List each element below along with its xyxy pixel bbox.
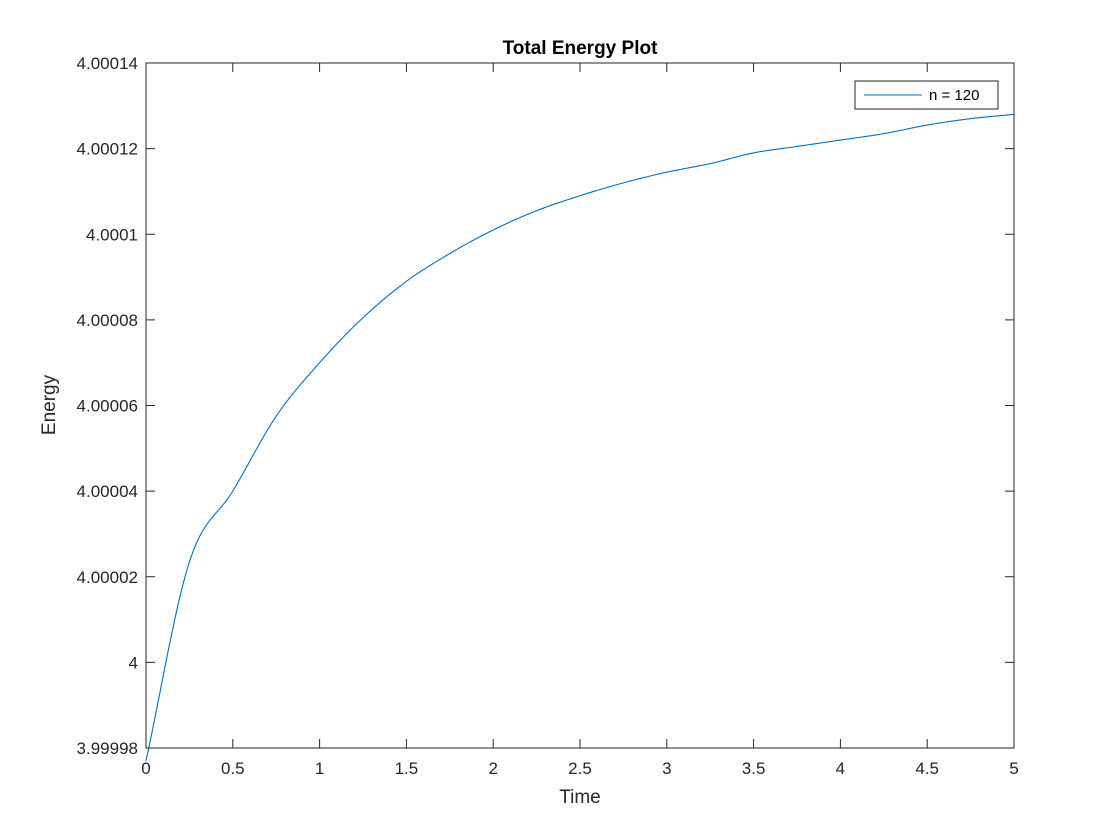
series-line [145, 113, 1015, 761]
x-tick-label: 4.5 [915, 759, 939, 778]
y-tick-label: 4.00002 [77, 568, 138, 587]
x-axis-label: Time [559, 787, 601, 808]
x-tick-label: 2 [488, 759, 497, 778]
legend: n = 120 [854, 80, 999, 110]
x-tick-label: 0.5 [221, 759, 245, 778]
y-tick-label: 4.00004 [77, 482, 138, 501]
legend-label: n = 120 [929, 87, 979, 104]
y-tick-label: 4 [129, 653, 138, 672]
y-tick-label: 4.00008 [77, 311, 138, 330]
y-tick-label: 4.00006 [77, 397, 138, 416]
chart-title: Total Energy Plot [503, 38, 659, 59]
plot-area [146, 63, 1014, 748]
tick-labels: 0 0.5 1 1.5 2 2.5 3 3.5 4 4.5 5 3.99998 4 4.00002 4.00… [77, 54, 1019, 778]
plot-frame [145, 62, 1015, 749]
x-tick-label: 3.5 [742, 759, 766, 778]
x-tick-label: 2.5 [568, 759, 592, 778]
x-tick-label: 1.5 [395, 759, 419, 778]
y-axis-label: Energy [39, 374, 60, 435]
y-tick-label: 4.00012 [77, 140, 138, 159]
series-layer [145, 113, 1015, 761]
y-tick-label: 3.99998 [77, 739, 138, 758]
y-tick-label: 4.0001 [86, 225, 138, 244]
x-tick-label: 3 [662, 759, 671, 778]
x-tick-label: 1 [315, 759, 324, 778]
x-tick-label: 4 [836, 759, 845, 778]
x-tick-label: 0 [141, 759, 150, 778]
y-tick-label: 4.00014 [77, 54, 138, 73]
x-tick-label: 5 [1009, 759, 1018, 778]
